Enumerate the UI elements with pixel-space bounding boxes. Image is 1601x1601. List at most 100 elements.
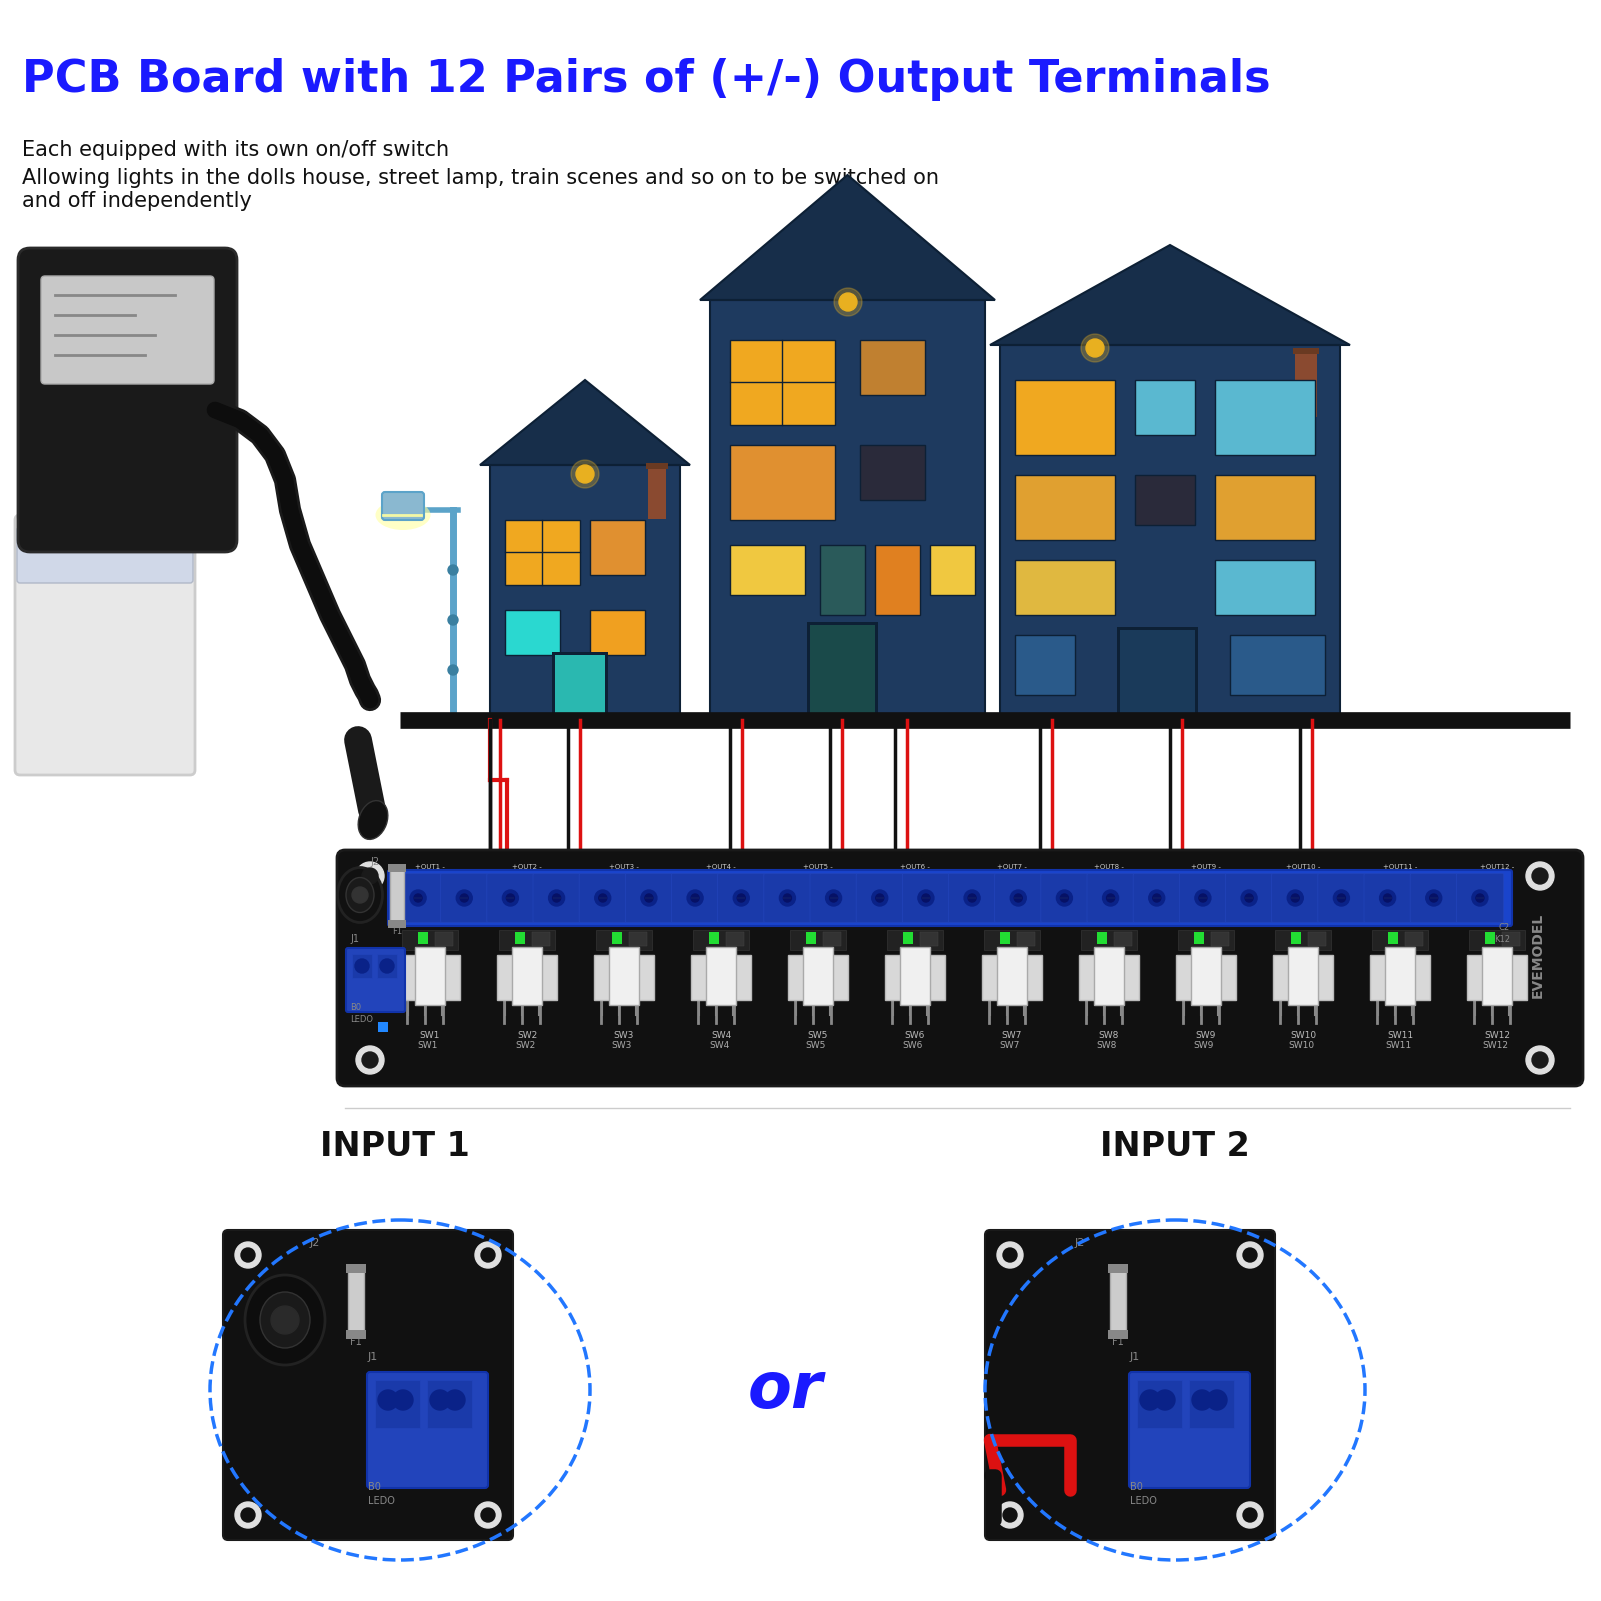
Bar <box>378 1021 387 1033</box>
Bar <box>730 544 805 596</box>
FancyBboxPatch shape <box>626 874 672 922</box>
Circle shape <box>480 1249 495 1262</box>
Circle shape <box>242 1508 255 1523</box>
Circle shape <box>392 1390 413 1410</box>
Circle shape <box>1057 890 1073 906</box>
Circle shape <box>736 893 744 901</box>
Text: SW3: SW3 <box>613 1031 634 1041</box>
Bar <box>1470 930 1526 949</box>
Text: +OUT10 -: +OUT10 - <box>1286 865 1321 869</box>
Bar <box>1274 930 1330 949</box>
Circle shape <box>1292 893 1300 901</box>
Circle shape <box>355 959 368 973</box>
Circle shape <box>1140 1390 1161 1410</box>
Circle shape <box>1103 890 1119 906</box>
Circle shape <box>355 1045 384 1074</box>
Bar <box>1467 956 1527 1001</box>
Bar <box>1295 352 1318 416</box>
Circle shape <box>964 890 980 906</box>
Bar <box>1001 344 1340 720</box>
Circle shape <box>448 664 458 676</box>
Bar <box>1502 932 1519 946</box>
Bar <box>1385 948 1415 1005</box>
Circle shape <box>410 890 426 906</box>
Ellipse shape <box>259 1292 311 1348</box>
Circle shape <box>687 890 703 906</box>
Bar <box>1273 956 1334 1001</box>
Circle shape <box>480 1508 495 1523</box>
Bar <box>490 464 680 720</box>
FancyBboxPatch shape <box>18 248 237 552</box>
Bar <box>903 932 913 945</box>
Circle shape <box>1471 890 1487 906</box>
Circle shape <box>733 890 749 906</box>
Bar <box>594 956 653 1001</box>
Bar <box>596 930 652 949</box>
Circle shape <box>445 1390 464 1410</box>
Bar <box>807 623 877 720</box>
Circle shape <box>1153 893 1161 901</box>
FancyBboxPatch shape <box>394 874 442 922</box>
Text: LEDO: LEDO <box>351 1015 373 1025</box>
Polygon shape <box>480 379 690 464</box>
Bar <box>692 956 751 1001</box>
Circle shape <box>235 1502 261 1527</box>
Circle shape <box>503 890 519 906</box>
Circle shape <box>576 464 594 484</box>
Bar <box>500 930 556 949</box>
Circle shape <box>640 890 656 906</box>
Bar <box>1230 636 1326 695</box>
Bar <box>1093 948 1124 1005</box>
FancyBboxPatch shape <box>1271 874 1319 922</box>
Circle shape <box>352 887 368 903</box>
Circle shape <box>1526 861 1555 890</box>
FancyBboxPatch shape <box>42 275 215 384</box>
Polygon shape <box>989 245 1350 344</box>
Circle shape <box>1242 1508 1257 1523</box>
Circle shape <box>1085 339 1105 357</box>
Bar <box>1388 932 1398 945</box>
FancyBboxPatch shape <box>1318 874 1366 922</box>
Ellipse shape <box>346 877 375 913</box>
Text: SW1: SW1 <box>418 1041 439 1050</box>
Bar <box>1287 948 1318 1005</box>
Text: J2: J2 <box>370 857 379 868</box>
Text: SW12: SW12 <box>1484 1031 1510 1041</box>
Bar <box>512 948 543 1005</box>
FancyBboxPatch shape <box>1129 1372 1250 1487</box>
Circle shape <box>235 1242 261 1268</box>
Circle shape <box>1002 1508 1017 1523</box>
Bar <box>375 1380 419 1428</box>
Bar <box>648 467 666 519</box>
Bar <box>1191 948 1222 1005</box>
Circle shape <box>1430 893 1438 901</box>
Circle shape <box>552 893 560 901</box>
Text: B0: B0 <box>1130 1483 1143 1492</box>
Circle shape <box>1532 868 1548 884</box>
Text: SW9: SW9 <box>1196 1031 1217 1041</box>
Bar <box>556 655 605 720</box>
Bar <box>997 948 1026 1005</box>
Bar <box>709 932 719 945</box>
Circle shape <box>475 1502 501 1527</box>
FancyBboxPatch shape <box>1364 874 1410 922</box>
Bar <box>900 948 930 1005</box>
Circle shape <box>783 893 791 901</box>
Bar <box>1108 1330 1129 1338</box>
FancyBboxPatch shape <box>994 874 1042 922</box>
FancyBboxPatch shape <box>580 874 626 922</box>
FancyBboxPatch shape <box>1087 874 1134 922</box>
Bar <box>1017 932 1034 946</box>
Bar <box>346 1330 367 1338</box>
Circle shape <box>1015 893 1023 901</box>
Bar <box>1015 475 1114 540</box>
Bar <box>402 930 458 949</box>
Circle shape <box>1241 890 1257 906</box>
Text: J1: J1 <box>351 933 359 945</box>
Text: SW10: SW10 <box>1290 1031 1316 1041</box>
Text: B0: B0 <box>368 1483 381 1492</box>
Text: J2: J2 <box>311 1238 320 1249</box>
Bar <box>1215 379 1314 455</box>
Circle shape <box>549 890 565 906</box>
Ellipse shape <box>376 500 431 530</box>
